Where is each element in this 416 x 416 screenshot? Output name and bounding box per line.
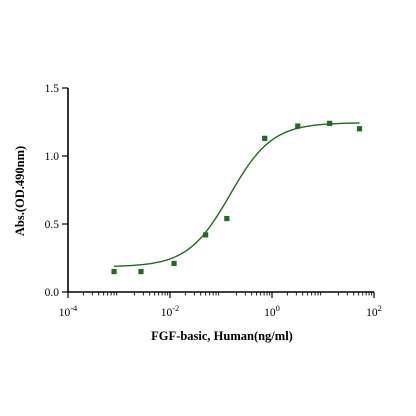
- x-tick-label: 10-4: [59, 303, 78, 319]
- x-axis-label: FGF-basic, Human(ng/ml): [151, 329, 293, 343]
- data-point: [224, 215, 230, 222]
- data-point: [138, 269, 144, 275]
- data-point: [356, 126, 363, 132]
- data-point: [295, 123, 301, 129]
- data-point: [171, 260, 177, 267]
- axes: 0.0 0.5 1.0 1.5 10-4 10-2 100 102: [45, 83, 382, 319]
- y-tick-label: 1.0: [45, 151, 60, 163]
- x-tick-label: 100: [264, 303, 280, 319]
- y-tick-label: 0.5: [45, 219, 60, 231]
- y-tick-label: 1.5: [45, 83, 60, 95]
- fit-curve-group: [114, 122, 360, 267]
- fit-curve: [114, 122, 360, 267]
- y-tick-label: 0.0: [45, 287, 60, 299]
- data-point: [262, 135, 268, 141]
- data-points: [111, 120, 363, 275]
- data-point: [203, 232, 209, 238]
- x-tick-label: 10-2: [161, 303, 180, 319]
- data-point: [111, 269, 117, 275]
- y-axis-label: Abs.(OD.490nm): [13, 146, 27, 236]
- data-point: [327, 120, 333, 126]
- x-tick-label: 102: [366, 303, 382, 319]
